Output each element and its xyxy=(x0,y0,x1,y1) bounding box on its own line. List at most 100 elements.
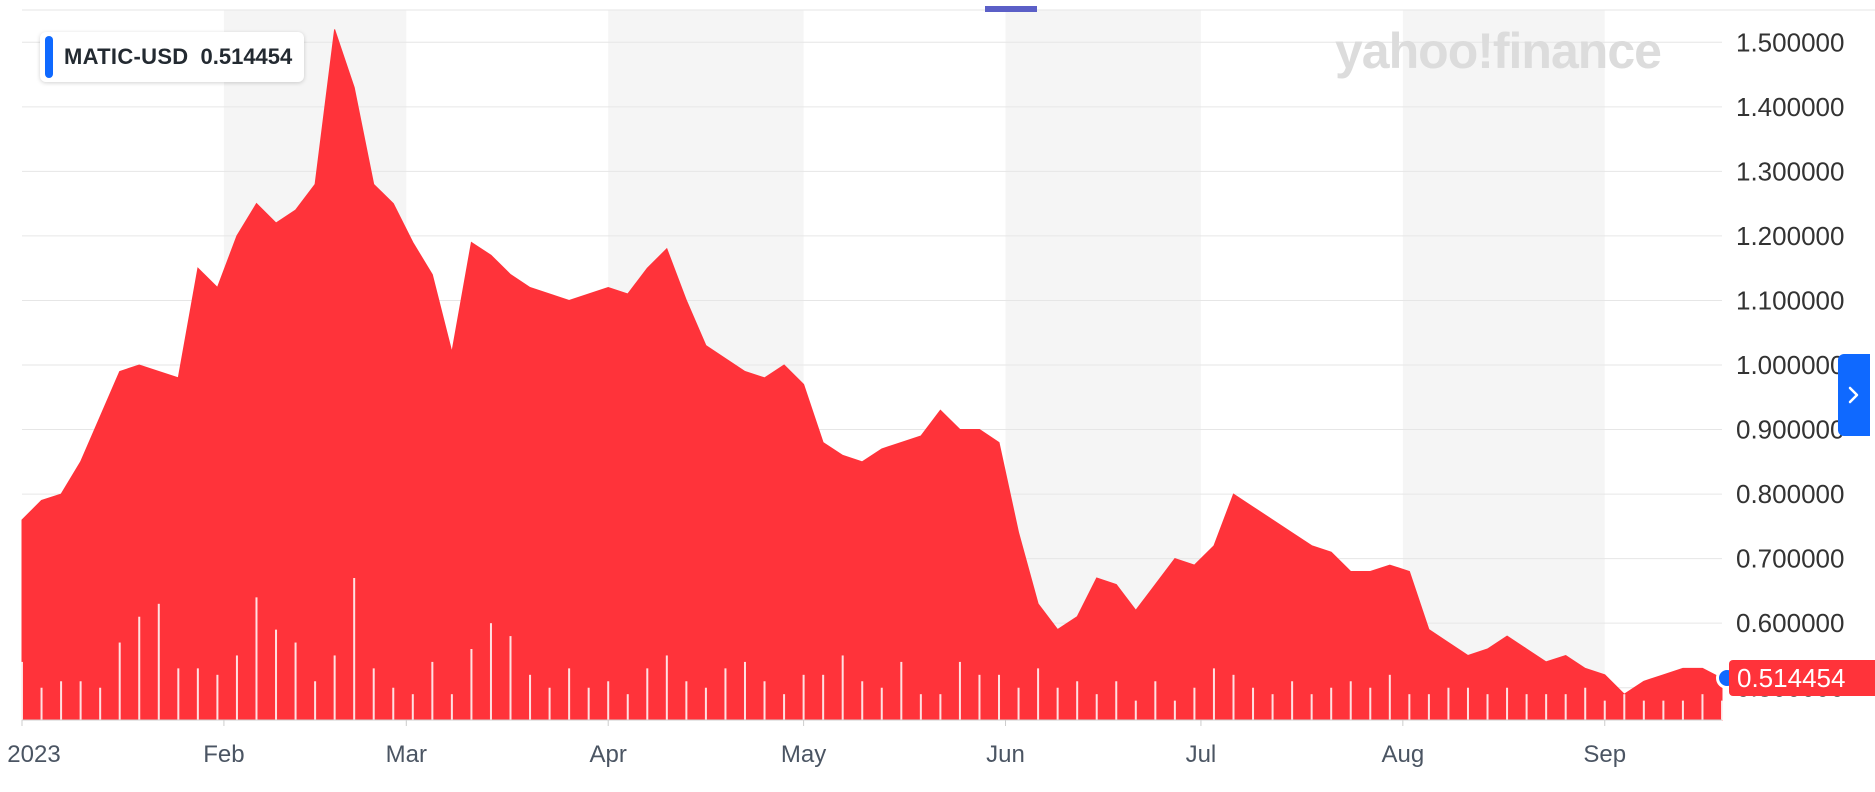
volume-bar xyxy=(1642,700,1645,720)
x-axis: 2023 Feb Mar Apr May Jun Jul Aug Sep xyxy=(7,719,1722,768)
volume-bar xyxy=(294,642,297,720)
volume-bars xyxy=(21,578,1723,720)
volume-bar xyxy=(177,668,180,720)
chevron-right-icon xyxy=(1848,386,1859,404)
x-tick-label: Apr xyxy=(590,741,627,768)
volume-bar xyxy=(1232,674,1235,720)
volume-bar xyxy=(998,674,1001,720)
volume-bar xyxy=(411,694,414,720)
volume-bar xyxy=(372,668,375,720)
volume-bar xyxy=(470,649,473,720)
volume-bar xyxy=(548,687,551,720)
volume-bar xyxy=(255,597,258,720)
volume-bar xyxy=(1603,700,1606,720)
x-tick-label: May xyxy=(781,741,826,768)
volume-bar xyxy=(1447,687,1450,720)
volume-bar xyxy=(743,661,746,720)
volume-bar xyxy=(1427,694,1430,720)
volume-bar xyxy=(1017,687,1020,720)
volume-bar xyxy=(587,687,590,720)
volume-bar xyxy=(509,636,512,720)
volume-bar xyxy=(1037,668,1040,720)
volume-bar xyxy=(60,681,63,720)
chart-nav-next-button[interactable] xyxy=(1838,354,1870,436)
volume-bar xyxy=(21,661,23,720)
volume-bar xyxy=(1525,694,1528,720)
volume-bar xyxy=(1701,694,1704,720)
yahoo-finance-watermark: yahoo!finance xyxy=(1335,23,1662,79)
last-price-label: 0.514454 xyxy=(1737,662,1846,693)
volume-bar xyxy=(1388,674,1391,720)
volume-bar xyxy=(939,694,942,720)
volume-bar xyxy=(1291,681,1294,720)
volume-bar xyxy=(275,629,278,720)
volume-bar xyxy=(665,655,668,720)
volume-bar xyxy=(157,603,160,720)
legend-value: 0.514454 xyxy=(200,44,293,69)
volume-bar xyxy=(1466,687,1469,720)
x-tick-label: Sep xyxy=(1583,741,1626,768)
price-area-layer xyxy=(21,29,1723,721)
x-tick-label: Jul xyxy=(1186,741,1217,768)
y-tick-label: 0.900000 xyxy=(1736,415,1844,445)
volume-bar xyxy=(1564,694,1567,720)
y-tick-label: 1.300000 xyxy=(1736,156,1844,186)
volume-bar xyxy=(235,655,238,720)
price-area-series xyxy=(21,29,1723,721)
y-tick-label: 0.700000 xyxy=(1736,544,1844,574)
volume-bar xyxy=(1623,694,1626,720)
y-tick-label: 1.100000 xyxy=(1736,285,1844,315)
volume-bar xyxy=(900,661,903,720)
volume-bar xyxy=(919,694,922,720)
volume-bar xyxy=(1681,700,1684,720)
volume-bar xyxy=(1115,681,1118,720)
y-tick-label: 0.800000 xyxy=(1736,479,1844,509)
x-tick-label: Feb xyxy=(203,741,244,768)
volume-bar xyxy=(1721,700,1723,720)
volume-bar xyxy=(138,616,141,720)
legend-color-bar xyxy=(45,36,53,78)
y-tick-label: 1.000000 xyxy=(1736,350,1844,380)
volume-bar xyxy=(1173,700,1176,720)
volume-bar xyxy=(1134,700,1137,720)
volume-bar xyxy=(392,687,395,720)
volume-bar xyxy=(958,661,961,720)
volume-bar xyxy=(822,674,825,720)
volume-bar xyxy=(489,623,492,720)
volume-bar xyxy=(431,661,434,720)
volume-bar xyxy=(1056,687,1059,720)
volume-bar xyxy=(1212,668,1215,720)
volume-bar xyxy=(1545,694,1548,720)
volume-bar xyxy=(40,687,43,720)
volume-bar xyxy=(1506,687,1509,720)
volume-bar xyxy=(1271,694,1274,720)
volume-bar xyxy=(353,578,356,720)
volume-bar xyxy=(99,687,102,720)
volume-bar xyxy=(802,674,805,720)
volume-bar xyxy=(1369,687,1372,720)
last-price-badge: 0.514454 xyxy=(1729,660,1875,697)
volume-bar xyxy=(1076,681,1079,720)
volume-bar xyxy=(880,687,883,720)
volume-bar xyxy=(1193,687,1196,720)
x-tick-label: Aug xyxy=(1381,741,1424,768)
volume-bar xyxy=(1662,700,1665,720)
volume-bar xyxy=(1486,694,1489,720)
y-tick-label: 1.400000 xyxy=(1736,92,1844,122)
volume-bar xyxy=(841,655,844,720)
range-indicator-marker xyxy=(985,6,1037,12)
volume-bar xyxy=(1408,694,1411,720)
volume-bar xyxy=(568,668,571,720)
volume-bar xyxy=(216,674,219,720)
volume-bar xyxy=(861,681,864,720)
volume-bar xyxy=(704,687,707,720)
y-tick-label: 1.200000 xyxy=(1736,221,1844,251)
volume-bar xyxy=(1310,694,1313,720)
x-tick-label: Jun xyxy=(986,741,1025,768)
legend[interactable]: MATIC-USD 0.514454 xyxy=(40,32,305,82)
legend-symbol: MATIC-USD xyxy=(64,44,189,69)
volume-bar xyxy=(763,681,766,720)
volume-bar xyxy=(607,681,610,720)
volume-bar xyxy=(724,668,727,720)
